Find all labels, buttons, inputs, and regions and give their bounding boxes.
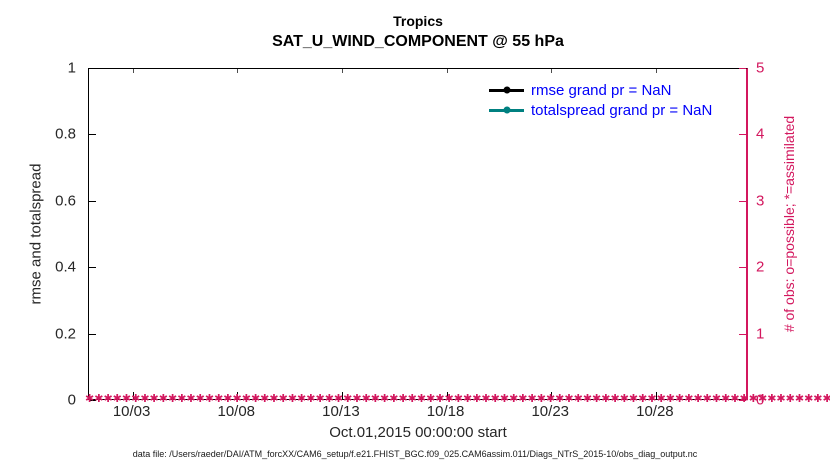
legend-marker-rmse	[503, 86, 510, 94]
y-tick-label-left: 0.4	[55, 258, 76, 276]
x-tick-top	[132, 69, 134, 73]
y-tick-left	[89, 333, 96, 335]
asterisk-marker: ✱	[804, 393, 814, 405]
x-tick-label: 10/03	[112, 403, 151, 420]
y-tick-left	[89, 68, 96, 69]
y-tick-label-left: 0	[67, 391, 76, 409]
asterisk-marker: ✱	[794, 393, 805, 405]
data-file-path: data file: /Users/raeder/DAI/ATM_forcXX/…	[132, 449, 698, 459]
x-tick-top	[655, 69, 657, 73]
y-tick-label-right: 1	[756, 325, 765, 343]
y-tick-label-right: 0	[756, 391, 765, 409]
x-tick-bottom	[655, 392, 657, 399]
y-tick-right	[739, 400, 746, 401]
legend-line-rmse	[489, 86, 524, 94]
x-tick-label: 10/28	[636, 403, 674, 420]
y-tick-right	[739, 200, 746, 202]
y-tick-label-right: 4	[756, 125, 765, 143]
x-tick-bottom	[341, 392, 343, 399]
y-axis-left-tick-labels: 0 0.2 0.4 0.6 0.8 1	[0, 60, 82, 409]
x-tick-top	[237, 69, 239, 73]
y-tick-label-left: 0.6	[55, 192, 76, 210]
y-axis-label-right: # of obs: o=possible; *=assimilated	[781, 115, 797, 333]
x-tick-bottom	[237, 392, 239, 399]
y-tick-right	[739, 267, 746, 269]
chart-title: Tropics SAT_U_WIND_COMPONENT @ 55 hPa	[88, 12, 748, 52]
y-tick-left	[89, 134, 96, 136]
x-axis-tick-labels: 10/03 10/08 10/13 10/18 10/23 10/28	[88, 403, 748, 421]
legend: rmse grand pr = NaN totalspread grand pr…	[489, 80, 712, 120]
x-tick-top	[551, 69, 553, 73]
x-tick-label: 10/13	[322, 403, 360, 420]
y-tick-label-right: 5	[756, 59, 765, 77]
x-tick-top	[446, 69, 448, 73]
legend-item-totalspread: totalspread grand pr = NaN	[489, 100, 712, 120]
x-tick-bottom	[551, 392, 553, 399]
title-variable: SAT_U_WIND_COMPONENT @ 55 hPa	[272, 33, 564, 50]
y-axis-label-left: rmse and totalspread	[27, 163, 45, 305]
x-tick-label: 10/08	[217, 403, 256, 420]
y-tick-right	[739, 333, 746, 335]
legend-line-totalspread	[489, 106, 524, 114]
legend-item-rmse: rmse grand pr = NaN	[489, 80, 712, 100]
asterisk-marker: ✱	[813, 393, 823, 405]
y-tick-label-left: 1	[67, 59, 76, 77]
y-tick-left	[89, 267, 96, 269]
y-tick-label-right: 2	[756, 258, 765, 276]
y-tick-label-right: 3	[756, 192, 765, 210]
legend-marker-totalspread	[503, 106, 510, 114]
x-tick-bottom	[132, 392, 134, 399]
y-tick-left	[89, 200, 96, 202]
legend-label-rmse: rmse grand pr = NaN	[531, 81, 672, 99]
y-tick-right	[739, 134, 746, 136]
y-tick-label-left: 0.8	[55, 125, 76, 143]
plot-area: rmse grand pr = NaN totalspread grand pr…	[85, 68, 830, 405]
y-tick-left	[89, 400, 96, 401]
x-tick-label: 10/18	[426, 403, 465, 420]
x-axis-label: Oct.01,2015 00:00:00 start	[329, 424, 507, 441]
y-tick-right	[739, 68, 746, 69]
x-tick-label: 10/23	[531, 403, 570, 420]
y-axis-right-tick-labels: 0 1 2 3 4 5	[753, 60, 793, 409]
title-region: Tropics	[393, 13, 443, 29]
x-tick-bottom	[446, 392, 448, 399]
x-tick-top	[341, 69, 343, 73]
legend-label-totalspread: totalspread grand pr = NaN	[531, 101, 713, 119]
y-tick-label-left: 0.2	[55, 325, 76, 343]
asterisk-marker: ✱	[822, 393, 830, 405]
